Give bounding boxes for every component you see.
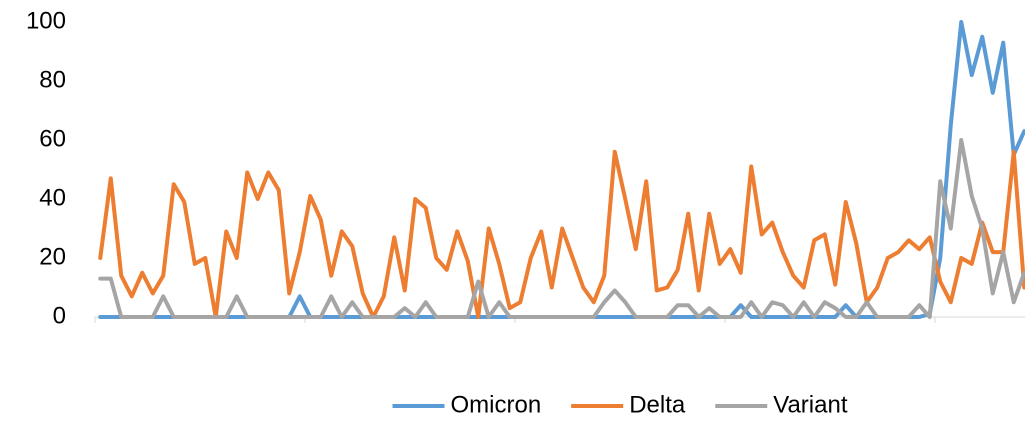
y-tick-label: 20 xyxy=(39,243,66,270)
series-line xyxy=(98,20,1025,319)
series-line xyxy=(98,138,1025,319)
y-tick-label: 100 xyxy=(26,7,66,34)
y-tick-label: 60 xyxy=(39,125,66,152)
legend-item: Omicron xyxy=(392,391,542,418)
legend: Omicron Delta Variant xyxy=(392,391,848,418)
legend-label: Variant xyxy=(773,391,848,418)
series-line xyxy=(98,149,1025,319)
legend-item: Delta xyxy=(571,391,686,418)
legend-label: Omicron xyxy=(451,391,542,418)
y-tick-label: 80 xyxy=(39,66,66,93)
legend-item: Variant xyxy=(715,391,848,418)
y-tick-label: 40 xyxy=(39,184,66,211)
y-tick-label: 0 xyxy=(53,302,66,329)
legend-label: Delta xyxy=(629,391,686,418)
